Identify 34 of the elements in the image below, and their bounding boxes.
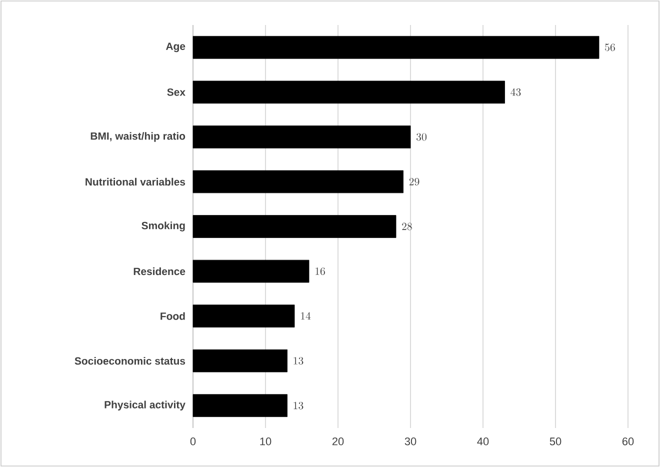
y-tick-label: Age [166,42,186,52]
bar [192,126,411,148]
bar [192,80,505,104]
data-label: 14 [300,312,311,320]
x-tick-label: 0 [190,438,196,446]
data-label: 43 [510,88,521,96]
data-label: 30 [416,133,426,141]
bar [192,304,295,328]
data-label: 56 [605,44,615,52]
x-tick-label: 60 [622,438,634,446]
bar [192,215,396,238]
y-tick-label: Food [160,312,185,320]
data-label: 29 [409,178,420,186]
data-label: 16 [315,268,325,276]
bar [192,260,310,283]
y-tick-label: Physical activity [104,400,186,410]
x-tick-label: 30 [404,438,416,446]
y-tick-label: Sex [167,88,186,96]
data-label: 13 [294,357,304,365]
y-tick-label: Socioeconomic status [74,356,186,365]
y-tick-label: Smoking [142,222,185,232]
data-label: 28 [402,222,412,230]
y-tick-label: Nutritional variables [86,178,186,186]
y-tick-label: BMI, waist/hip ratio [90,132,186,142]
bar [192,36,600,59]
bar [192,349,288,372]
x-tick-label: 20 [332,438,344,446]
x-tick-label: 50 [550,438,562,446]
y-tick-label: Residence [134,267,186,276]
data-label: 13 [294,402,304,410]
bar [192,394,288,417]
x-tick-label: 40 [477,438,489,446]
x-tick-label: 10 [260,438,272,446]
bar [192,170,404,194]
